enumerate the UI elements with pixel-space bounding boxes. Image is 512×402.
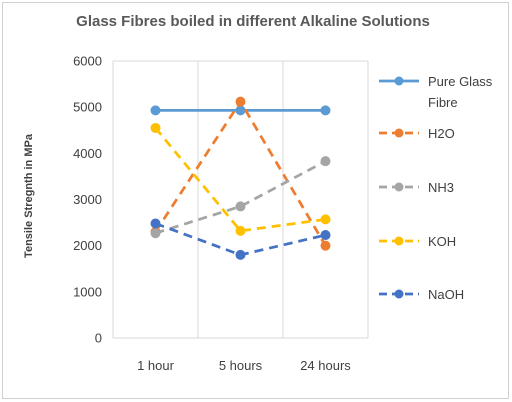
series-koh	[150, 122, 331, 236]
legend-swatch-marker	[394, 182, 404, 192]
y-tick-label: 6000	[73, 54, 102, 69]
legend-swatch-marker	[394, 236, 404, 246]
data-point-pure-glass-fibre	[235, 105, 246, 116]
legend-swatch-marker	[394, 76, 404, 86]
legend-item-naoh: NaOH	[379, 287, 464, 302]
data-point-naoh	[235, 249, 246, 260]
series-line-nh3	[155, 159, 327, 235]
data-point-h2o	[235, 96, 246, 107]
legend-label: NaOH	[428, 287, 464, 302]
y-tick-label: 2000	[73, 238, 102, 253]
series-group	[150, 96, 331, 260]
legend-item-pure-glass-fibre: Pure Glass Fibre	[379, 74, 493, 110]
legend-swatch-marker	[394, 289, 404, 299]
y-tick-label: 4000	[73, 146, 102, 161]
data-point-nh3	[150, 228, 161, 239]
legend-label: H2O	[428, 126, 455, 141]
legend-item-h2o: H2O	[379, 126, 455, 141]
series-pure-glass-fibre	[150, 105, 331, 116]
legend: Pure Glass Fibre H2O NH3 KOH NaOH	[379, 74, 493, 302]
data-point-nh3	[320, 156, 331, 167]
legend-label: KOH	[428, 234, 456, 249]
legend-label: Pure Glass Fibre	[428, 74, 493, 110]
chart-title: Glass Fibres boiled in different Alkalin…	[76, 13, 430, 30]
x-tick-labels: 1 hour 5 hours 24 hours	[137, 358, 351, 373]
legend-swatch-marker	[394, 128, 404, 138]
data-point-pure-glass-fibre	[150, 105, 161, 116]
y-tick-label: 3000	[73, 192, 102, 207]
series-line-koh	[154, 127, 326, 233]
chart-frame	[2, 2, 509, 399]
x-tick-label: 5 hours	[219, 358, 263, 373]
series-naoh	[150, 218, 331, 260]
y-tick-label: 5000	[73, 100, 102, 115]
legend-item-koh: KOH	[379, 234, 456, 249]
data-point-koh	[235, 225, 246, 236]
data-point-naoh	[150, 218, 161, 229]
data-point-koh	[150, 122, 161, 133]
legend-item-nh3: NH3	[379, 180, 454, 195]
data-point-naoh	[320, 230, 331, 241]
data-point-pure-glass-fibre	[320, 105, 331, 116]
y-tick-labels: 0 1000 2000 3000 4000 5000 6000	[73, 54, 102, 346]
data-point-nh3	[235, 201, 246, 212]
y-tick-label: 1000	[73, 284, 102, 299]
data-point-h2o	[320, 240, 331, 251]
y-axis-label: Tensile Stregnth in MPa	[23, 133, 35, 258]
legend-label: NH3	[428, 180, 454, 195]
x-tick-label: 24 hours	[300, 358, 351, 373]
data-point-koh	[320, 214, 331, 225]
y-tick-label: 0	[95, 331, 102, 346]
series-nh3	[150, 156, 331, 239]
grid-lines	[112, 60, 369, 339]
x-tick-label: 1 hour	[137, 358, 175, 373]
